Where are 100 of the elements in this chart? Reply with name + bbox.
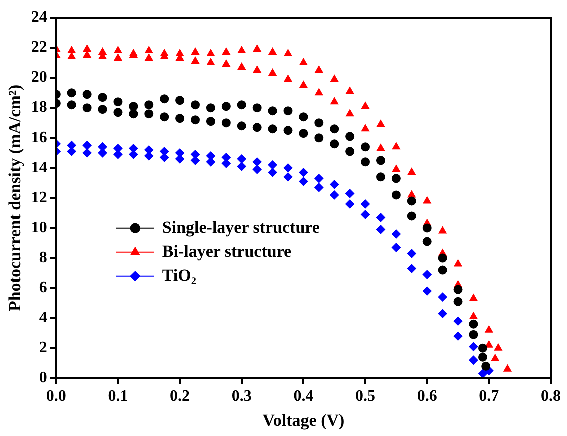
point xyxy=(454,285,463,294)
point xyxy=(314,174,324,184)
point xyxy=(206,117,216,126)
point xyxy=(82,148,92,158)
point xyxy=(67,100,76,110)
y-tick-label: 24 xyxy=(31,9,48,26)
point xyxy=(361,158,370,167)
point xyxy=(252,158,262,167)
point xyxy=(160,94,170,104)
point xyxy=(454,316,463,326)
y-tick-label: 14 xyxy=(31,159,48,176)
point xyxy=(482,362,491,371)
legend-label: Single-layer structure xyxy=(162,218,320,237)
point xyxy=(478,369,488,378)
point xyxy=(346,132,355,142)
point xyxy=(376,225,386,234)
point xyxy=(438,266,448,275)
point xyxy=(284,106,293,116)
point xyxy=(98,93,108,102)
x-tick-label: 0.7 xyxy=(479,388,500,406)
point xyxy=(114,98,123,107)
point xyxy=(299,177,308,186)
x-tick-label: 0.4 xyxy=(294,388,314,406)
y-tick-label: 16 xyxy=(31,129,48,146)
y-tick-label: 6 xyxy=(39,279,48,296)
point xyxy=(469,330,478,340)
point xyxy=(82,141,92,150)
point xyxy=(144,110,154,119)
point xyxy=(469,320,478,329)
point xyxy=(237,122,246,131)
point xyxy=(346,189,355,198)
point xyxy=(478,352,488,362)
x-tick-label: 0.5 xyxy=(356,388,376,406)
y-tick-label: 12 xyxy=(31,189,48,206)
y-tick-label: 10 xyxy=(31,219,48,236)
x-tick-label: 0.3 xyxy=(232,388,252,406)
y-tick-label: 8 xyxy=(39,249,48,266)
point xyxy=(330,180,340,190)
point xyxy=(284,172,293,182)
point xyxy=(346,147,355,156)
point xyxy=(82,104,92,113)
y-tick-label: 2 xyxy=(39,340,48,357)
point xyxy=(314,118,324,128)
point xyxy=(191,100,200,110)
point xyxy=(330,140,340,149)
point xyxy=(392,243,401,252)
point xyxy=(237,162,246,172)
point xyxy=(82,90,92,100)
point xyxy=(376,156,386,166)
point xyxy=(252,165,262,174)
point xyxy=(454,297,463,306)
point xyxy=(346,200,355,209)
legend-label: TiO₂ xyxy=(162,266,196,285)
point xyxy=(392,230,401,239)
point xyxy=(176,96,185,106)
point xyxy=(268,124,278,134)
y-tick-label: 0 xyxy=(39,370,48,387)
point xyxy=(206,104,216,113)
point xyxy=(299,112,308,122)
point xyxy=(361,210,370,220)
point xyxy=(222,118,231,128)
point xyxy=(438,292,448,302)
point xyxy=(469,356,478,365)
point xyxy=(268,168,278,178)
point xyxy=(422,270,432,280)
point xyxy=(268,160,278,170)
point xyxy=(314,134,324,143)
point xyxy=(407,212,416,221)
point xyxy=(160,112,170,122)
x-tick-label: 0.0 xyxy=(46,388,66,406)
point xyxy=(299,168,308,178)
point xyxy=(268,106,278,116)
point xyxy=(422,286,432,296)
point xyxy=(392,174,401,184)
legend-label: Bi-layer structure xyxy=(162,242,292,261)
point xyxy=(299,129,308,138)
point xyxy=(330,124,340,134)
point xyxy=(361,142,370,152)
point xyxy=(237,100,246,110)
point xyxy=(422,224,432,233)
point xyxy=(314,183,324,192)
y-axis-title: Photocurrent density (mA/cm²) xyxy=(6,84,25,312)
point xyxy=(176,114,185,124)
point xyxy=(330,190,340,200)
point xyxy=(422,237,432,246)
point xyxy=(407,264,416,274)
point xyxy=(438,254,448,263)
point xyxy=(376,213,386,222)
point xyxy=(361,200,370,209)
point xyxy=(407,249,416,258)
point xyxy=(478,344,488,353)
point xyxy=(469,342,478,352)
point xyxy=(407,196,416,206)
point xyxy=(438,309,448,318)
x-tick-label: 0.8 xyxy=(541,388,561,406)
y-tick-label: 22 xyxy=(31,39,48,56)
point xyxy=(222,102,231,112)
point xyxy=(114,108,123,118)
x-tick-label: 0.6 xyxy=(417,388,438,406)
point xyxy=(237,154,246,164)
